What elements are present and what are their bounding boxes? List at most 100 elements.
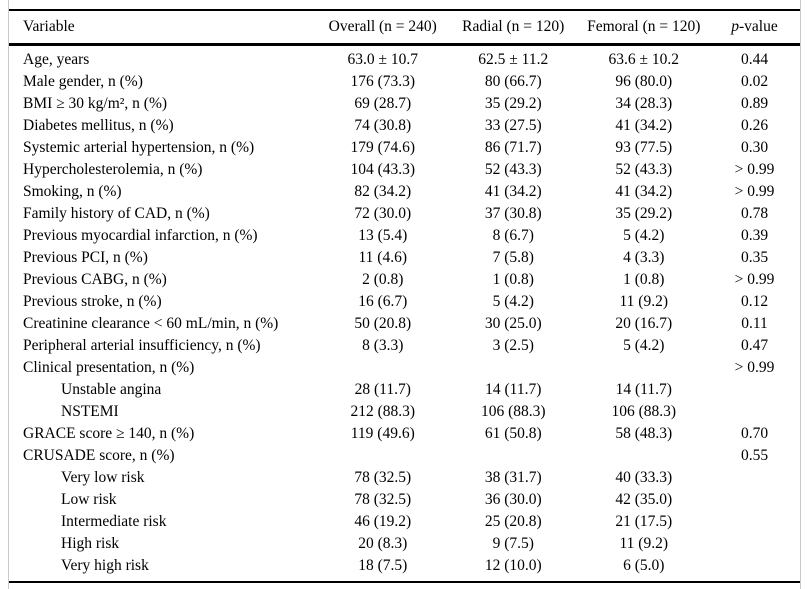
radial-value: 30 (25.0) — [484, 315, 542, 332]
table-row: Previous CABG, n (%) 2 (0.8) 1 (0.8) 1 (0.8… — [9, 269, 800, 291]
header-overall: Overall (n = 240) — [317, 10, 448, 46]
row-label: Systemic arterial hypertension, n (%) — [23, 139, 255, 156]
table-row: Unstable angina 28 (11.7) 14 (11.7) 14 (11.… — [9, 379, 800, 401]
radial-value: 1 (0.8) — [492, 271, 534, 288]
header-variable: Variable — [9, 10, 318, 46]
row-label: NSTEMI — [61, 403, 119, 420]
table-row: Low risk 78 (32.5) 36 (30.0) 42 (35.0) — [9, 489, 800, 511]
overall-value: 72 (30.0) — [354, 205, 412, 222]
radial-value: 9 (7.5) — [492, 535, 534, 552]
table-row: Previous stroke, n (%) 16 (6.7) 5 (4.2) 11 … — [9, 291, 800, 313]
row-label: Low risk — [61, 491, 117, 508]
row-label: Unstable angina — [61, 381, 162, 398]
header-p-value: p-value — [709, 10, 800, 46]
row-label: Male gender, n (%) — [23, 73, 143, 90]
row-label: Previous PCI, n (%) — [23, 249, 148, 266]
overall-value: 13 (5.4) — [358, 227, 408, 244]
p-value — [709, 533, 800, 555]
table-row: Creatinine clearance < 60 mL/min, n (%) 5… — [9, 313, 800, 335]
femoral-value: 35 (29.2) — [615, 205, 673, 222]
p-value: 0.44 — [740, 51, 769, 68]
header-radial: Radial (n = 120) — [448, 10, 579, 46]
overall-value — [318, 445, 449, 467]
row-label: Smoking, n (%) — [23, 183, 122, 200]
row-label: Age, years — [23, 51, 90, 68]
row-label: Previous stroke, n (%) — [23, 293, 162, 310]
femoral-value: 42 (35.0) — [615, 491, 673, 508]
radial-value: 3 (2.5) — [492, 337, 534, 354]
table-row: Intermediate risk 46 (19.2) 25 (20.8) 21 (1… — [9, 511, 800, 533]
radial-value: 7 (5.8) — [492, 249, 534, 266]
p-value — [709, 489, 800, 511]
table-row: Very low risk 78 (32.5) 38 (31.7) 40 (33.3) — [9, 467, 800, 489]
row-label: Previous myocardial infarction, n (%) — [23, 227, 258, 244]
overall-value: 176 (73.3) — [350, 73, 416, 90]
femoral-value: 41 (34.2) — [615, 117, 673, 134]
overall-value: 20 (8.3) — [358, 535, 408, 552]
radial-value: 38 (31.7) — [484, 469, 542, 486]
femoral-value: 6 (5.0) — [623, 557, 665, 574]
row-label: High risk — [61, 535, 120, 552]
table-row: Smoking, n (%) 82 (34.2) 41 (34.2) 41 (34.2… — [9, 181, 800, 203]
radial-value — [448, 445, 579, 467]
radial-value: 86 (71.7) — [484, 139, 542, 156]
overall-value: 16 (6.7) — [358, 293, 408, 310]
table-header: Variable Overall (n = 240) Radial (n = 1… — [9, 10, 800, 46]
p-value: > 0.99 — [734, 161, 775, 178]
radial-value: 106 (88.3) — [480, 403, 546, 420]
p-value: 0.12 — [740, 293, 769, 310]
femoral-value: 96 (80.0) — [615, 73, 673, 90]
overall-value: 50 (20.8) — [354, 315, 412, 332]
femoral-value: 21 (17.5) — [615, 513, 673, 530]
p-value: 0.35 — [740, 249, 769, 266]
femoral-value — [579, 357, 710, 379]
radial-value: 41 (34.2) — [484, 183, 542, 200]
radial-value: 80 (66.7) — [484, 73, 542, 90]
row-label: Intermediate risk — [61, 513, 167, 530]
p-value: 0.39 — [740, 227, 769, 244]
p-rest: -value — [739, 18, 778, 35]
radial-value: 35 (29.2) — [484, 95, 542, 112]
overall-value: 179 (74.6) — [350, 139, 416, 156]
table-row: BMI ≥ 30 kg/m², n (%) 69 (28.7) 35 (29.2) 3… — [9, 93, 800, 115]
p-value: 0.11 — [741, 315, 768, 332]
p-italic-letter: p — [731, 18, 739, 35]
radial-value: 52 (43.3) — [484, 161, 542, 178]
radial-value: 61 (50.8) — [484, 425, 542, 442]
femoral-value: 5 (4.2) — [623, 337, 665, 354]
p-value — [709, 467, 800, 489]
table-row: NSTEMI 212 (88.3) 106 (88.3) 106 (88.3) — [9, 401, 800, 423]
radial-value: 8 (6.7) — [492, 227, 534, 244]
row-label: Very high risk — [61, 557, 149, 574]
p-value — [709, 555, 800, 582]
radial-value: 12 (10.0) — [484, 557, 542, 574]
p-value — [709, 379, 800, 401]
radial-value: 25 (20.8) — [484, 513, 542, 530]
p-value: > 0.99 — [734, 183, 775, 200]
p-value: 0.70 — [740, 425, 769, 442]
table-row: Diabetes mellitus, n (%) 74 (30.8) 33 (27.… — [9, 115, 800, 137]
table-row: Peripheral arterial insufficiency, n (%)… — [9, 335, 800, 357]
p-value: > 0.99 — [734, 359, 775, 376]
p-value — [709, 401, 800, 423]
femoral-value: 34 (28.3) — [615, 95, 673, 112]
row-label: Family history of CAD, n (%) — [23, 205, 210, 222]
p-value: 0.78 — [740, 205, 769, 222]
overall-value: 46 (19.2) — [354, 513, 412, 530]
radial-value: 37 (30.8) — [484, 205, 542, 222]
row-label: Diabetes mellitus, n (%) — [23, 117, 174, 134]
table-row: Very high risk 18 (7.5) 12 (10.0) 6 (5.0) — [9, 555, 800, 582]
overall-value — [318, 357, 449, 379]
p-value: > 0.99 — [734, 271, 775, 288]
table-figure: Variable Overall (n = 240) Radial (n = 1… — [8, 0, 801, 589]
header-row: Variable Overall (n = 240) Radial (n = 1… — [9, 10, 800, 46]
table-row: Clinical presentation, n (%) > 0.99 — [9, 357, 800, 379]
overall-value: 69 (28.7) — [354, 95, 412, 112]
table-row: CRUSADE score, n (%) 0.55 — [9, 445, 800, 467]
overall-value: 119 (49.6) — [350, 425, 415, 442]
table-row: Previous PCI, n (%) 11 (4.6) 7 (5.8) 4 (3.3… — [9, 247, 800, 269]
row-label: Very low risk — [61, 469, 145, 486]
row-label: Clinical presentation, n (%) — [23, 359, 195, 376]
p-value: 0.30 — [740, 139, 769, 156]
header-femoral: Femoral (n = 120) — [578, 10, 709, 46]
